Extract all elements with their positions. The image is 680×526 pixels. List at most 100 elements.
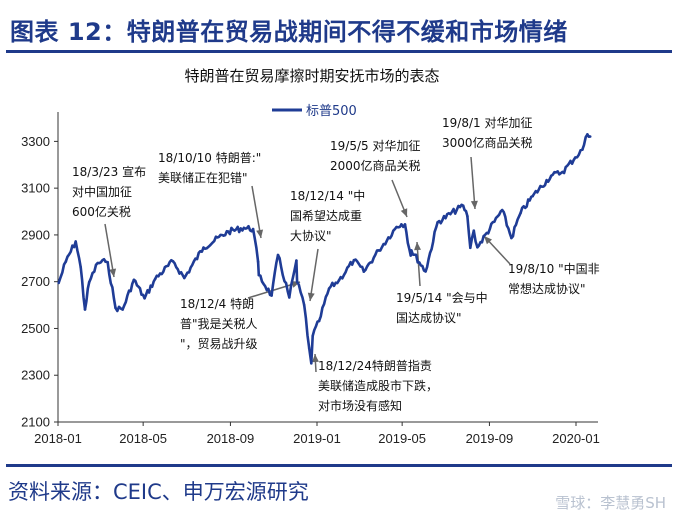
y-tick-label: 3100 — [21, 181, 50, 196]
annotation-arrowhead — [400, 208, 408, 217]
annotation-arrowhead — [414, 242, 421, 251]
data-point — [574, 156, 577, 159]
annotation-arrowhead — [311, 354, 319, 363]
x-tick-label: 2020-01 — [552, 431, 600, 446]
data-point — [466, 214, 469, 218]
annotation-text: 2000亿商品关税 — [330, 158, 421, 173]
data-point — [400, 223, 403, 226]
annotation-text: 常想达成协议" — [508, 281, 586, 296]
annotation-arrow — [470, 156, 476, 210]
data-point — [104, 260, 107, 263]
data-point — [57, 281, 60, 285]
data-point — [561, 170, 564, 174]
data-point — [476, 246, 479, 249]
data-point — [64, 260, 68, 263]
data-point — [327, 287, 331, 290]
annotation-text: 19/5/14 "会与中 — [396, 290, 488, 305]
data-point — [472, 229, 476, 232]
data-point — [337, 279, 341, 282]
x-tick-label: 2019-01 — [293, 431, 341, 446]
data-point — [132, 278, 136, 282]
annotation-text: 18/12/14 "中 — [290, 188, 365, 203]
data-point — [317, 319, 321, 323]
annotation-text: 19/8/1 对华加征 — [442, 116, 532, 130]
data-point — [395, 225, 398, 229]
data-point — [377, 249, 381, 252]
data-point — [436, 221, 439, 224]
data-point — [581, 148, 584, 151]
data-point — [83, 308, 87, 311]
data-point — [310, 362, 313, 365]
data-point — [153, 277, 157, 281]
x-tick-label: 2018-01 — [34, 431, 82, 446]
data-point — [96, 261, 99, 265]
axes: 2100 2300 2500 2700 2900 3100 3300 2018-01 2018-… — [21, 112, 600, 446]
annotation-text: 18/12/4 特朗 — [180, 296, 254, 311]
annotation-text: 普"我是关税人 — [180, 317, 258, 331]
legend: 标普500 — [272, 104, 357, 119]
annotation-text: 国希望达成重 — [290, 208, 362, 223]
annotation-text: 对中国加征 — [72, 184, 132, 199]
annotation-arrow — [104, 223, 115, 278]
data-point — [531, 194, 534, 198]
data-point — [242, 226, 246, 230]
chart-title: 特朗普在贸易摩擦时期安抚市场的表态 — [184, 67, 439, 85]
data-point — [87, 280, 91, 284]
data-point — [461, 204, 465, 207]
data-point — [352, 258, 356, 262]
annotation-text: 18/12/24特朗普指责 — [318, 358, 432, 373]
annotation-arrowhead — [470, 200, 478, 209]
footer-rule — [6, 464, 672, 467]
data-point — [519, 211, 522, 214]
data-point — [424, 270, 427, 273]
annotation-arrowhead — [307, 292, 315, 301]
title-rule — [6, 50, 672, 53]
data-point — [586, 133, 589, 136]
data-point — [143, 297, 146, 300]
data-point — [302, 303, 306, 307]
data-point — [588, 135, 592, 138]
annotation-text: 600亿关税 — [72, 204, 131, 219]
data-point — [270, 294, 273, 297]
x-tick-label: 2018-05 — [119, 431, 167, 446]
data-point — [202, 246, 205, 249]
annotation-text: 对市场没有感知 — [318, 398, 402, 413]
annotation-text: 19/8/10 "中国非 — [508, 261, 600, 276]
annotation-text: 国达成协议" — [396, 310, 462, 325]
data-point — [469, 246, 472, 250]
data-point — [549, 174, 553, 178]
annotation-text: 美联储造成股市下跌， — [318, 378, 438, 393]
annotation-arrowhead — [256, 229, 264, 238]
annotation-arrowhead — [109, 268, 117, 277]
watermark: 雪球：李慧勇SH — [555, 494, 666, 512]
x-tick-label: 2019-05 — [378, 431, 426, 446]
data-point — [257, 273, 261, 277]
annotation-text: "，贸易战升级 — [180, 337, 258, 351]
annotation-text: 美联储正在犯错" — [158, 170, 248, 185]
annotation-arrowhead — [484, 236, 492, 245]
figure-title: 图表 12：特朗普在贸易战期间不得不缓和市场情绪 — [10, 18, 568, 46]
data-point — [410, 249, 413, 252]
y-tick-label: 2500 — [21, 321, 50, 336]
legend-label: 标普500 — [306, 104, 357, 119]
annotation-text: 3000亿商品关税 — [442, 135, 533, 150]
x-tick-label: 2019-09 — [466, 431, 514, 446]
data-point — [74, 240, 77, 243]
data-point — [362, 270, 366, 273]
data-point — [307, 346, 311, 350]
x-tick-label: 2018-09 — [207, 431, 255, 446]
data-point — [183, 276, 186, 280]
annotation-text: 19/5/5 对华加征 — [330, 139, 420, 153]
data-point — [510, 236, 513, 240]
data-point — [171, 260, 175, 263]
data-point — [295, 280, 299, 284]
data-point — [288, 296, 291, 299]
data-point — [251, 227, 255, 231]
data-point — [79, 265, 82, 269]
data-point — [227, 230, 230, 233]
data-point — [106, 261, 109, 264]
annotation-text: 大协议" — [290, 228, 332, 243]
source-note: 资料来源：CEIC、申万宏源研究 — [8, 480, 309, 504]
